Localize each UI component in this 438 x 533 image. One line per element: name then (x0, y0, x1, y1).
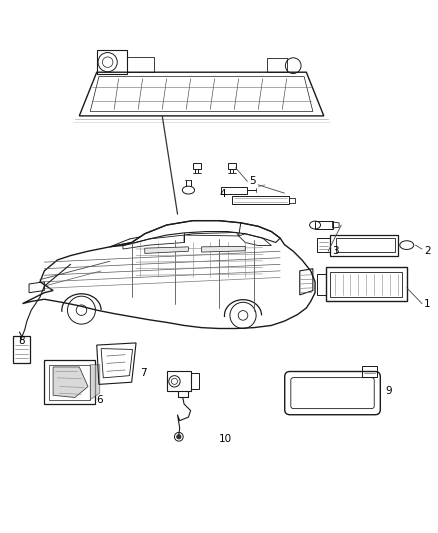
Text: 1: 1 (424, 298, 431, 309)
Text: 2: 2 (424, 246, 431, 256)
Polygon shape (201, 246, 245, 252)
Text: 4: 4 (219, 189, 226, 199)
Text: 10: 10 (219, 434, 232, 444)
Text: 5: 5 (250, 176, 256, 187)
Text: 9: 9 (385, 386, 392, 396)
Text: 7: 7 (141, 368, 147, 378)
Circle shape (177, 434, 181, 439)
Text: 8: 8 (18, 336, 25, 346)
Text: 3: 3 (332, 246, 339, 256)
Polygon shape (53, 367, 88, 398)
Text: 6: 6 (97, 394, 103, 405)
Polygon shape (90, 365, 100, 400)
Polygon shape (145, 247, 188, 253)
